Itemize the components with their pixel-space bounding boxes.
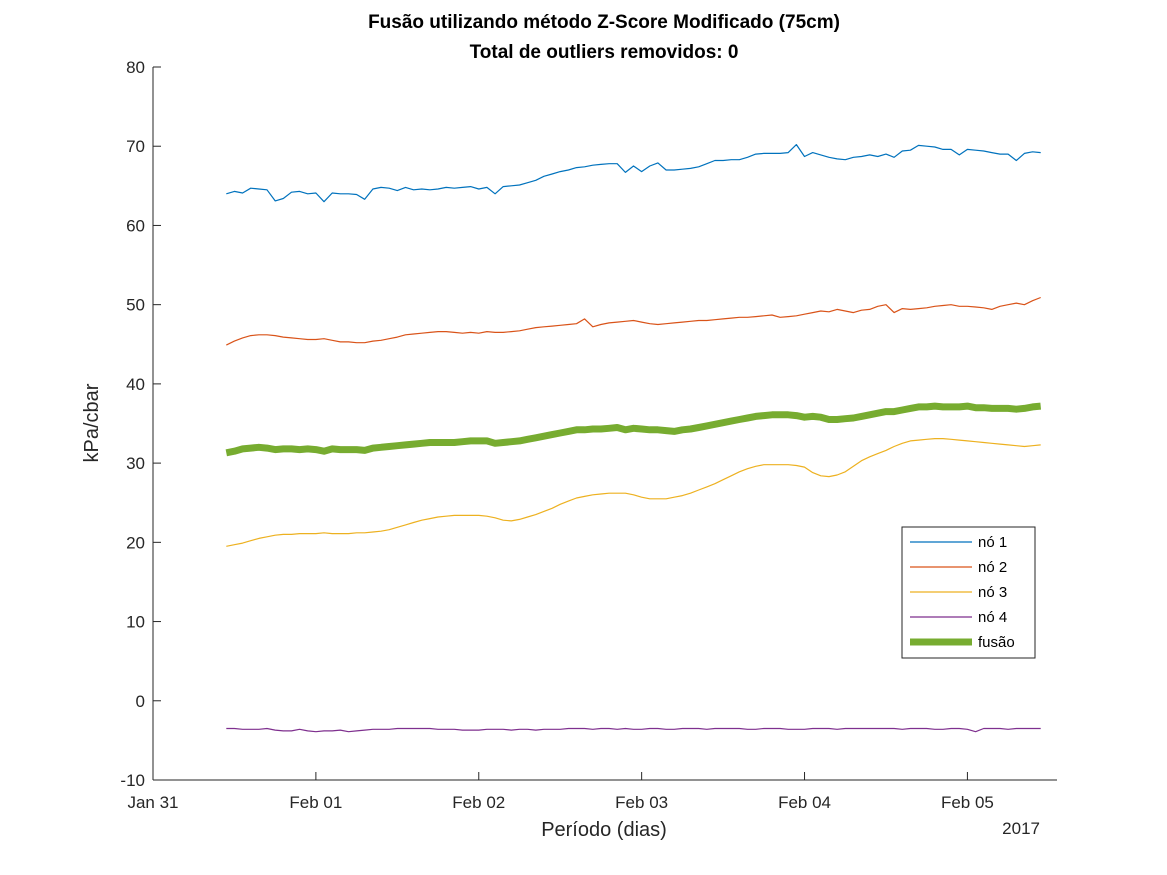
y-tick-label: 80 [126, 58, 145, 77]
legend-label-1: nó 1 [978, 534, 1007, 551]
series-line-2 [226, 296, 1041, 346]
x-axis-label: Período (dias) [541, 819, 667, 841]
legend-label-4: nó 4 [978, 609, 1007, 626]
series-layer [225, 144, 1042, 733]
series-line-5 [225, 402, 1042, 457]
x-tick-label: Feb 02 [452, 793, 505, 812]
x-tick-label: Jan 31 [127, 793, 178, 812]
legend-label-5: fusão [978, 634, 1015, 651]
legend-label-3: nó 3 [978, 584, 1007, 601]
y-tick-label: 0 [136, 692, 145, 711]
x-tick-label: Feb 03 [615, 793, 668, 812]
x-tick-label: Feb 05 [941, 793, 994, 812]
y-tick-label: 10 [126, 613, 145, 632]
x-tick-label: Feb 04 [778, 793, 831, 812]
y-axis-label: kPa/cbar [81, 383, 103, 462]
axes: -10 0 10 20 30 40 50 60 70 80 Jan 31 Feb 01 Feb 02 Fe… [120, 58, 1057, 812]
y-tick-label: 60 [126, 216, 145, 235]
y-tick-label: 30 [126, 454, 145, 473]
chart-subtitle: Total de outliers removidos: 0 [470, 42, 739, 63]
chart-title: Fusão utilizando método Z-Score Modifica… [368, 12, 840, 33]
series-line-3 [226, 438, 1041, 547]
y-tick-label: 70 [126, 137, 145, 156]
legend: nó 1 nó 2 nó 3 nó 4 fusão [901, 526, 1036, 659]
legend-label-2: nó 2 [978, 559, 1007, 576]
y-tick-label: -10 [120, 771, 145, 790]
y-tick-label: 20 [126, 533, 145, 552]
y-tick-label: 50 [126, 296, 145, 315]
y-tick-label: 40 [126, 375, 145, 394]
x-tick-label: Feb 01 [289, 793, 342, 812]
year-label: 2017 [1002, 819, 1040, 838]
series-line-4 [226, 727, 1041, 733]
series-line-1 [226, 144, 1041, 203]
